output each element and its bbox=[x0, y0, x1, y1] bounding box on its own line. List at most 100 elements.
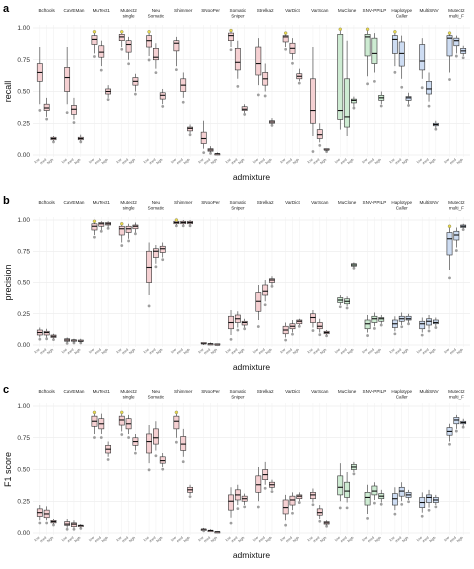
outlier-point bbox=[174, 224, 178, 228]
tool-name-label: Somatic bbox=[148, 14, 165, 19]
outlier-point bbox=[229, 521, 233, 525]
x-category-label: low bbox=[389, 535, 396, 542]
outlier-point bbox=[181, 100, 185, 104]
x-category-label: med bbox=[422, 158, 430, 166]
box-body bbox=[159, 92, 166, 100]
tool-name-label: Bcftools bbox=[38, 8, 55, 13]
outlier-point bbox=[52, 338, 55, 342]
outlier-point bbox=[434, 127, 438, 131]
outlier-point bbox=[38, 337, 42, 341]
tool-name-label: MuTect1 bbox=[93, 8, 111, 13]
outlier-point bbox=[188, 495, 192, 499]
x-category-label: low bbox=[252, 535, 259, 542]
y-tick-label: 0.25 bbox=[17, 498, 30, 505]
tool-name-label: CaVEMan bbox=[64, 200, 85, 205]
outlier-point bbox=[407, 500, 410, 504]
box-body bbox=[255, 46, 262, 76]
outlier-point bbox=[93, 55, 96, 58]
box-body bbox=[255, 475, 262, 493]
x-category-label: high bbox=[74, 536, 82, 543]
x-category-label: low bbox=[252, 157, 259, 164]
tool-name-label: Strelka2 bbox=[257, 389, 274, 394]
outlier-point bbox=[427, 104, 431, 108]
box-body bbox=[125, 225, 132, 233]
highlight-point bbox=[92, 30, 97, 34]
outlier-point bbox=[134, 92, 137, 96]
box-body bbox=[228, 494, 234, 511]
tool-name-label: MuClone bbox=[338, 8, 357, 13]
x-category-label: high bbox=[374, 158, 382, 165]
outlier-point bbox=[256, 93, 260, 97]
x-category-label: med bbox=[39, 348, 47, 356]
y-tick-label: 0.00 bbox=[17, 530, 30, 537]
x-category-label: med bbox=[176, 348, 184, 356]
x-category-label: med bbox=[367, 348, 375, 356]
box-body bbox=[310, 313, 316, 323]
tool-name-label: VarDict bbox=[285, 200, 300, 205]
box-body bbox=[344, 78, 350, 128]
box-body bbox=[426, 81, 432, 95]
x-category-label: low bbox=[416, 157, 423, 164]
y-axis-label: precision bbox=[3, 264, 13, 300]
outlier-point bbox=[284, 523, 288, 527]
box-body bbox=[91, 223, 98, 231]
outlier-point bbox=[256, 505, 260, 509]
outlier-point bbox=[65, 111, 69, 115]
box-body bbox=[98, 45, 105, 58]
x-category-label: high bbox=[183, 158, 191, 165]
highlight-point bbox=[174, 218, 179, 222]
outlier-point bbox=[188, 224, 192, 228]
outlier-point bbox=[106, 226, 110, 230]
x-category-label: med bbox=[231, 158, 239, 166]
outlier-point bbox=[366, 516, 369, 520]
tool-name-label: SNooPer bbox=[201, 389, 220, 394]
x-category-label: low bbox=[34, 535, 41, 542]
outlier-point bbox=[338, 506, 342, 510]
x-category-label: high bbox=[74, 158, 82, 165]
x-category-label: med bbox=[258, 158, 266, 166]
x-category-label: high bbox=[46, 158, 54, 165]
x-category-label: high bbox=[46, 536, 54, 543]
outlier-point bbox=[427, 508, 431, 512]
tool-name-label: CaVEMan bbox=[64, 8, 85, 13]
box-body bbox=[310, 492, 316, 500]
box-body bbox=[118, 34, 125, 41]
highlight-point bbox=[120, 410, 124, 415]
y-tick-label: 1.00 bbox=[17, 217, 30, 224]
outlier-point bbox=[407, 322, 410, 326]
outlier-point bbox=[318, 519, 322, 523]
highlight-point bbox=[147, 30, 151, 34]
box-body bbox=[159, 456, 166, 464]
highlight-point bbox=[120, 30, 124, 34]
outlier-point bbox=[38, 109, 42, 112]
outlier-point bbox=[461, 56, 465, 60]
tool-name-label: SNV-PPILP bbox=[363, 389, 387, 394]
outlier-point bbox=[448, 442, 451, 446]
box-body bbox=[159, 245, 166, 253]
outlier-point bbox=[291, 61, 294, 65]
x-category-label: low bbox=[389, 347, 396, 354]
box-body bbox=[71, 105, 77, 115]
x-category-label: low bbox=[198, 157, 205, 164]
x-category-label: med bbox=[231, 536, 239, 544]
x-category-label: low bbox=[170, 347, 177, 354]
outlier-point bbox=[181, 224, 185, 228]
x-category-label: med bbox=[67, 158, 75, 166]
box-body bbox=[316, 322, 323, 330]
y-tick-label: 0.00 bbox=[17, 342, 30, 349]
box-body bbox=[405, 96, 412, 101]
tool-name-label: Mutect2 bbox=[448, 200, 465, 205]
outlier-point bbox=[297, 324, 301, 328]
x-category-label: high bbox=[429, 536, 437, 543]
x-category-label: med bbox=[94, 536, 102, 544]
x-category-label: med bbox=[394, 536, 402, 544]
box-body bbox=[351, 98, 357, 104]
tool-name-label: SNooPer bbox=[201, 8, 220, 13]
outlier-point bbox=[379, 104, 383, 108]
x-category-label: med bbox=[39, 536, 47, 544]
y-tick-label: 0.50 bbox=[17, 467, 30, 474]
box-body bbox=[43, 103, 50, 111]
panel-letter-b: b bbox=[3, 195, 10, 207]
x-category-label: high bbox=[429, 348, 437, 355]
x-category-label: high bbox=[238, 536, 246, 543]
